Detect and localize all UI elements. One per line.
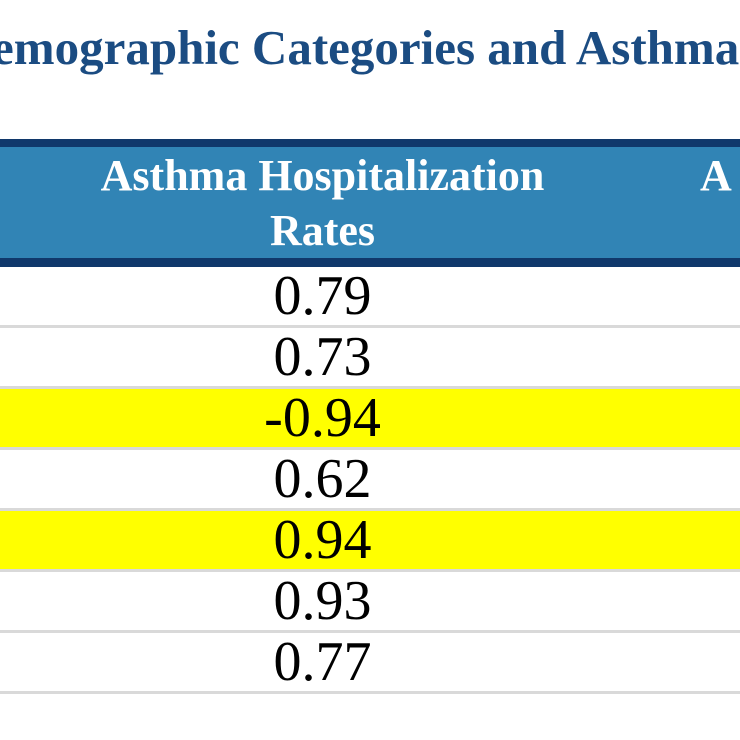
header-cell-next-column-cropped: A (700, 151, 732, 200)
table-row: 0.73 (0, 328, 740, 389)
header-cell-asthma-hospitalization-rates: Asthma Hospitalization Rates (0, 148, 645, 258)
header-line-2: Rates (269, 206, 376, 255)
table-row: 0.62 (0, 450, 740, 511)
cell-value: 0.94 (273, 509, 372, 571)
cell-value: 0.79 (273, 265, 372, 327)
table-row: 0.79 (0, 267, 740, 328)
cell-value: 0.93 (273, 570, 372, 632)
table-row: 0.94 (0, 511, 740, 572)
table-row: 0.93 (0, 572, 740, 633)
cell-value: 0.73 (273, 326, 372, 388)
page-title: emographic Categories and Asthma (0, 20, 740, 75)
table-row: -0.94 (0, 389, 740, 450)
cell-value: 0.77 (273, 631, 372, 693)
table-row: 0.77 (0, 633, 740, 694)
cell-value: -0.94 (264, 387, 381, 449)
table-body: 0.79 0.73 -0.94 0.62 0.94 0.93 0.77 (0, 267, 740, 740)
header-line-1: Asthma Hospitalization (100, 151, 545, 200)
table-row-partial (0, 694, 740, 740)
cell-value: 0.62 (273, 448, 372, 510)
table-header-row: Asthma Hospitalization Rates A (0, 139, 740, 267)
